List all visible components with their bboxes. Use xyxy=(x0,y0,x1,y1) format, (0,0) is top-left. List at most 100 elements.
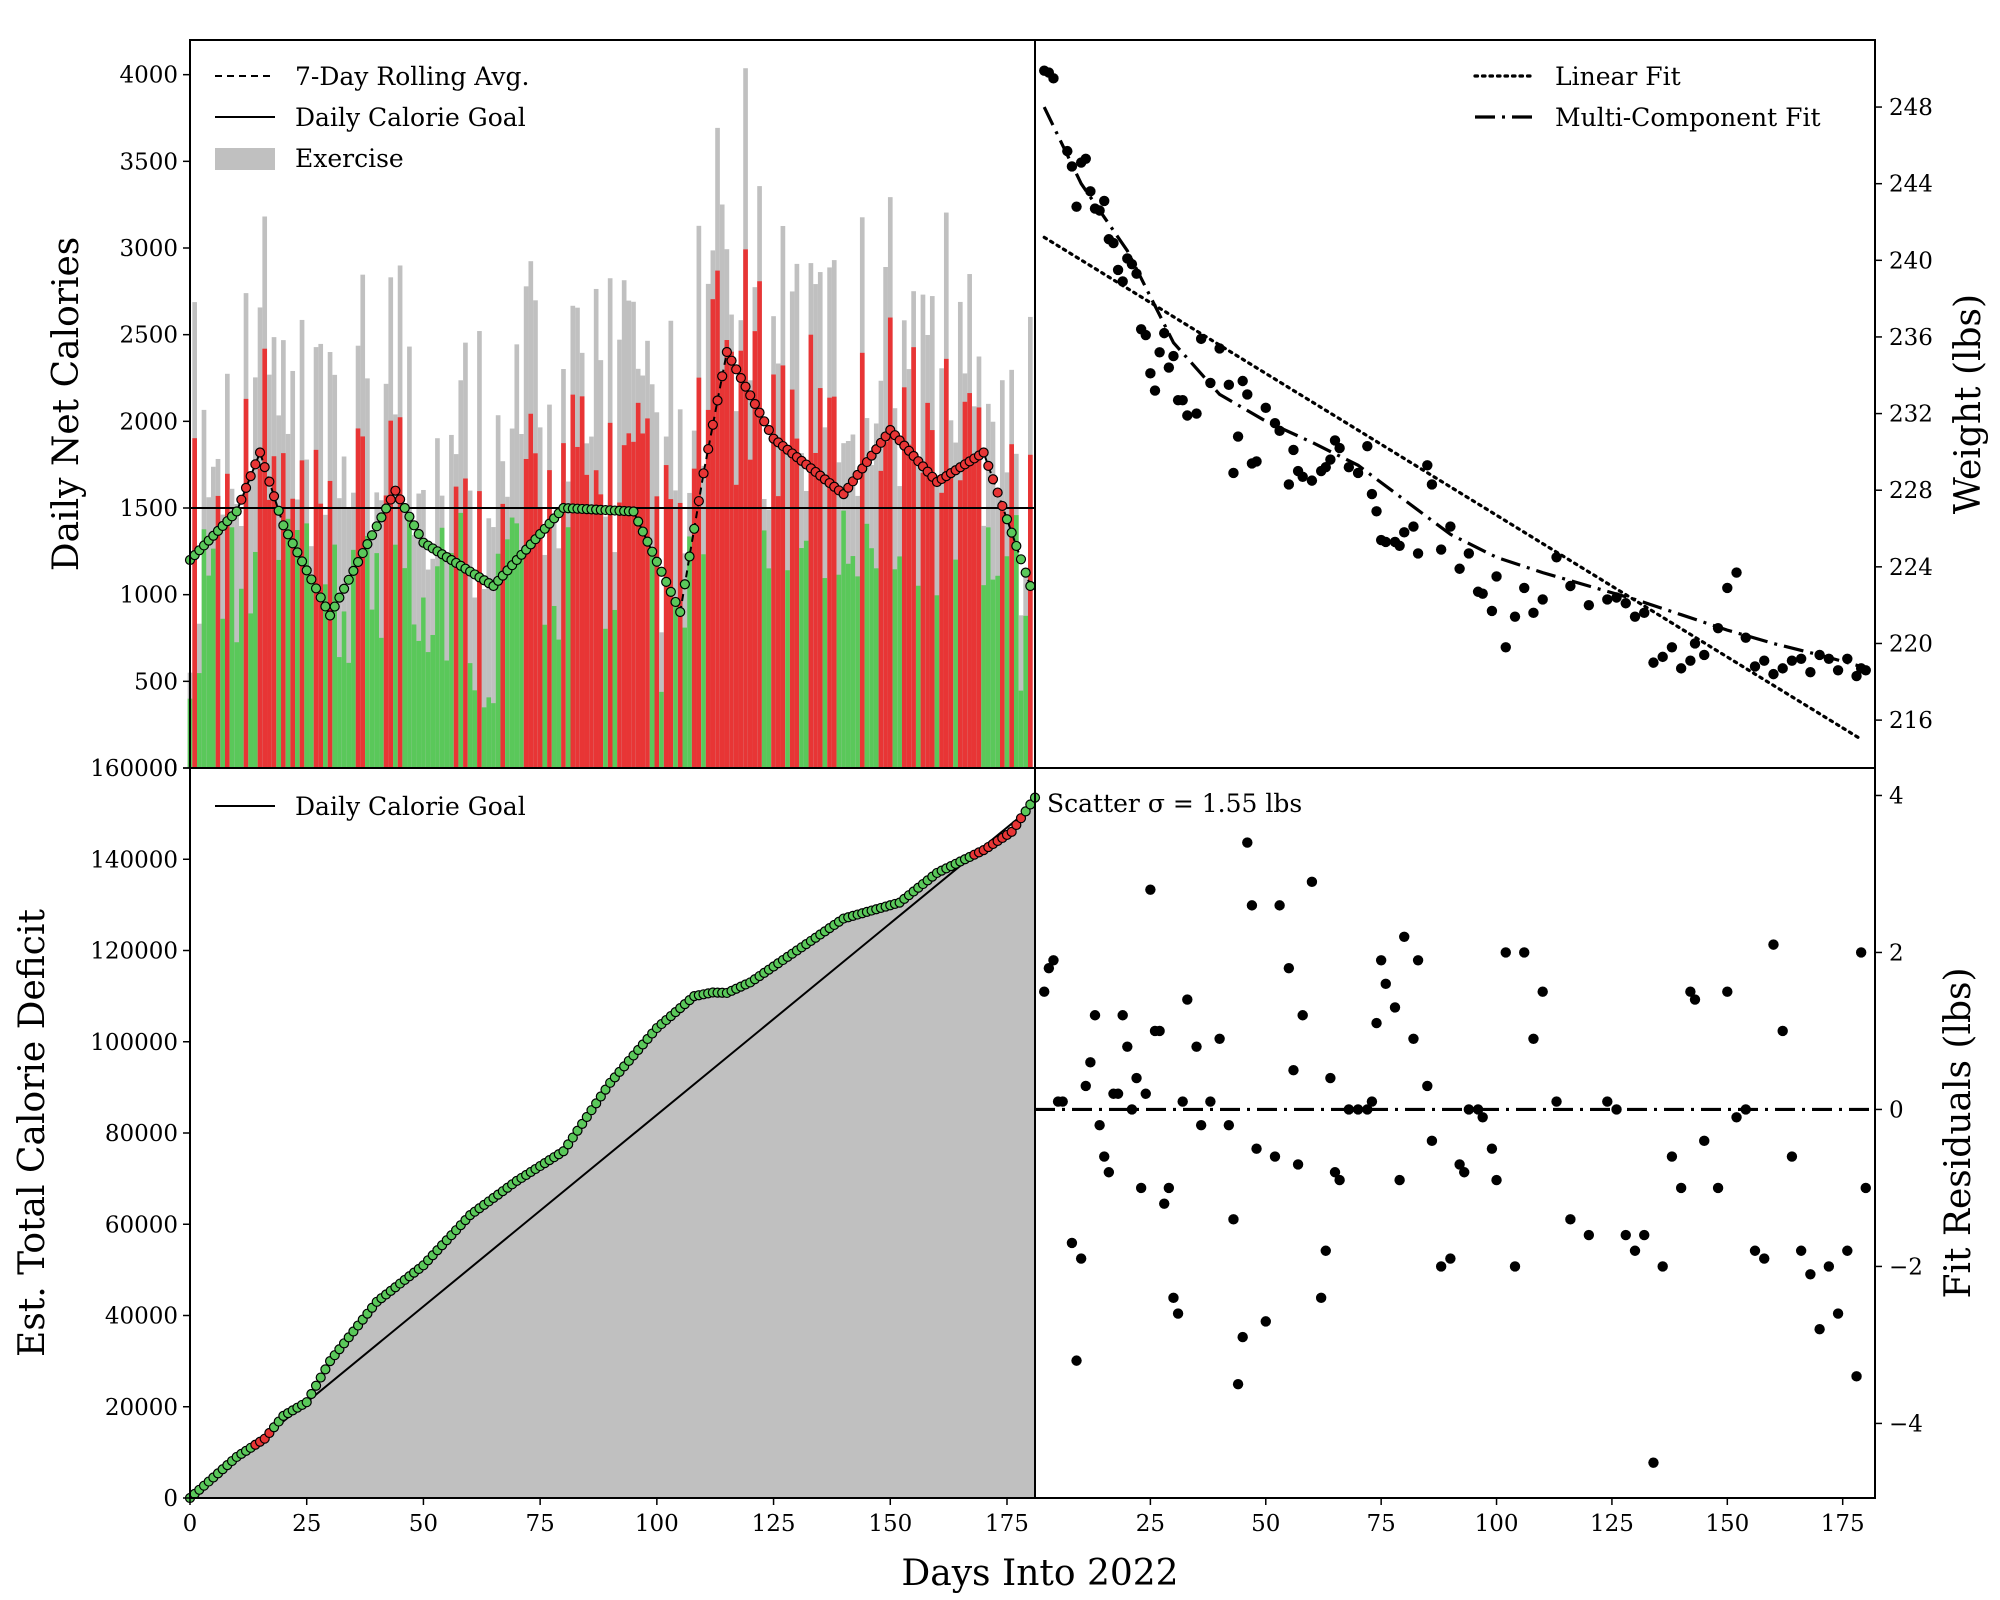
net-calorie-bar xyxy=(393,544,398,768)
net-calorie-bar xyxy=(687,536,692,768)
weight-point xyxy=(1500,642,1511,653)
weight-point xyxy=(1666,642,1678,653)
net-calorie-bar xyxy=(304,523,310,768)
residual-point xyxy=(1320,1245,1331,1256)
x-tick-label: 125 xyxy=(1590,1511,1634,1537)
net-calorie-bar xyxy=(416,640,422,768)
net-calorie-bar xyxy=(253,551,258,768)
net-calorie-bar xyxy=(729,351,734,768)
residual-point xyxy=(1039,986,1050,997)
rolling-avg-point xyxy=(759,416,770,427)
y-tick-label: 500 xyxy=(134,669,178,695)
net-calorie-bar xyxy=(827,397,832,768)
net-calorie-bar xyxy=(542,624,548,768)
exercise-bar xyxy=(416,493,422,768)
rolling-avg-point xyxy=(259,461,270,473)
x-tick-label: 75 xyxy=(1367,1511,1396,1537)
weight-point xyxy=(1412,548,1424,559)
residual-point xyxy=(1435,1261,1447,1272)
residual-point xyxy=(1832,1308,1844,1319)
y-tick-label: −2 xyxy=(1889,1254,1923,1280)
weight-point xyxy=(1191,408,1202,419)
weight-point xyxy=(1112,264,1124,276)
rolling-avg-point xyxy=(1020,567,1031,578)
residual-point xyxy=(1699,1135,1710,1147)
rolling-avg-point xyxy=(712,395,723,406)
y-tick-label: 100000 xyxy=(90,1030,178,1056)
weight-point xyxy=(1486,605,1498,617)
y-tick-label: 3500 xyxy=(119,149,178,175)
residual-point xyxy=(1352,1104,1364,1115)
residual-point xyxy=(1366,1096,1378,1107)
residual-point xyxy=(1242,837,1253,848)
net-calorie-bar xyxy=(383,495,389,768)
total-deficit-panel: 0 20000 40000 60000 80000 100000 120000 140000 1… xyxy=(12,756,1041,1537)
net-calorie-bar xyxy=(892,569,898,768)
weight-point xyxy=(1445,521,1456,532)
y-tick-label: 220 xyxy=(1889,631,1933,657)
net-calorie-bar xyxy=(901,387,907,768)
net-calorie-bar xyxy=(243,398,249,768)
weight-point xyxy=(1408,521,1419,532)
rolling-avg-point xyxy=(315,592,326,603)
rolling-avg-point xyxy=(399,502,410,514)
residual-point xyxy=(1274,900,1285,911)
rolling-avg-point xyxy=(334,592,345,603)
cumulative-point xyxy=(1006,826,1017,837)
residual-point xyxy=(1159,1198,1170,1209)
weight-point xyxy=(1777,663,1788,674)
weight-point xyxy=(1749,661,1761,672)
weight-point xyxy=(1205,377,1216,389)
residual-point xyxy=(1731,1112,1742,1123)
rolling-avg-point xyxy=(707,419,718,430)
weight-point xyxy=(1251,456,1262,467)
legend-label: Multi-Component Fit xyxy=(1555,103,1821,132)
net-calorie-bar xyxy=(285,518,291,768)
net-calorie-bar xyxy=(453,486,459,768)
net-calorie-bar xyxy=(299,460,305,768)
weight-point xyxy=(1269,417,1281,429)
net-calorie-bar xyxy=(271,456,277,768)
residual-point xyxy=(1399,931,1410,942)
residual-point xyxy=(1325,1072,1336,1084)
net-calorie-bar xyxy=(584,474,590,768)
net-calorie-bar xyxy=(673,602,678,768)
rolling-avg-point xyxy=(642,536,653,547)
weight-point xyxy=(1182,410,1193,421)
net-calorie-bar xyxy=(724,340,730,768)
residual-point xyxy=(1269,1151,1281,1162)
weight-point xyxy=(1126,258,1138,270)
residual-point xyxy=(1075,1253,1087,1264)
y-tick-label: 120000 xyxy=(90,939,178,965)
weight-point xyxy=(1565,580,1576,592)
net-calorie-bar xyxy=(733,484,739,768)
weight-point xyxy=(1689,638,1701,649)
net-calorie-bar xyxy=(411,624,417,768)
weight-point xyxy=(1537,594,1548,605)
residual-point xyxy=(1712,1182,1724,1194)
weight-point xyxy=(1099,195,1110,207)
rolling-avg-point xyxy=(385,494,396,505)
weight-point xyxy=(1108,237,1119,249)
rolling-avg-point xyxy=(338,583,350,594)
y-tick-label: 3000 xyxy=(119,236,178,262)
rolling-avg-point xyxy=(1001,514,1013,525)
rolling-avg-point xyxy=(292,547,303,558)
residual-point xyxy=(1214,1033,1225,1045)
residual-point xyxy=(1048,955,1059,966)
y-tick-label: −4 xyxy=(1889,1411,1923,1437)
rolling-avg-point xyxy=(376,512,387,523)
weight-point xyxy=(1805,667,1816,678)
net-calorie-bar xyxy=(995,575,1000,768)
weight-point xyxy=(1223,379,1235,391)
net-calorie-bar xyxy=(738,350,744,768)
net-calorie-bar xyxy=(239,588,244,768)
net-calorie-bar xyxy=(570,394,576,768)
y-axis-label: Daily Net Calories xyxy=(46,237,87,572)
residual-point xyxy=(1565,1214,1576,1225)
exercise-bar xyxy=(337,498,342,768)
net-calorie-bar xyxy=(309,578,314,768)
residual-point xyxy=(1112,1088,1124,1099)
net-calorie-bar xyxy=(533,453,538,768)
